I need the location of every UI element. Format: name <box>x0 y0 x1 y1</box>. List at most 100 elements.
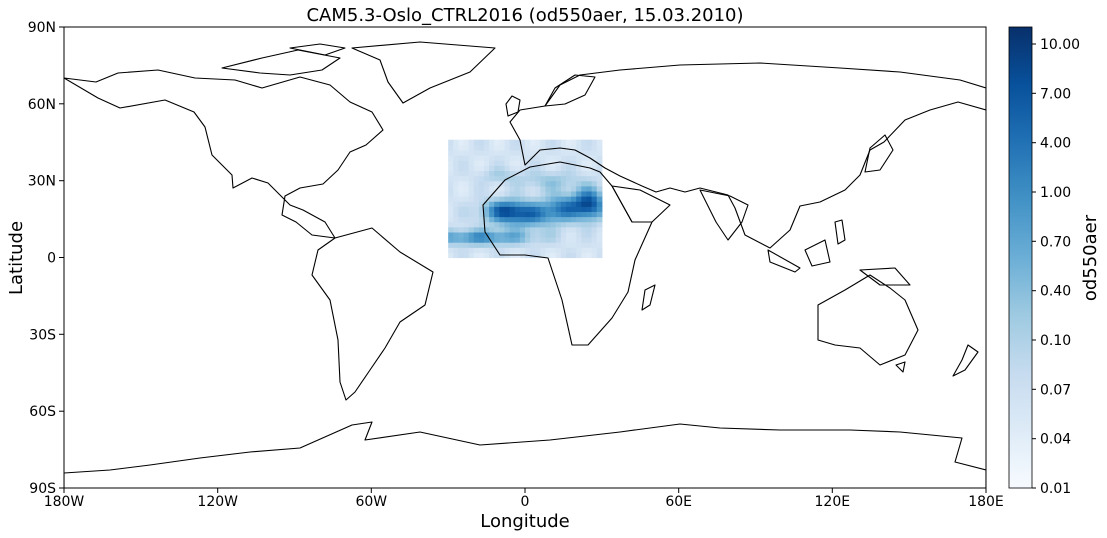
heatmap-cell <box>473 252 480 259</box>
heatmap-cell <box>504 221 511 228</box>
heatmap-cell <box>448 201 454 207</box>
heatmap-cell <box>525 149 531 156</box>
heatmap-cell <box>458 252 465 259</box>
heatmap-cell <box>591 144 598 151</box>
heatmap-cell <box>499 139 506 146</box>
heatmap-cell <box>499 226 506 233</box>
heatmap-cell <box>519 242 526 248</box>
heatmap-cell <box>453 190 460 197</box>
heatmap-cell <box>509 185 516 192</box>
heatmap-cell <box>478 175 485 182</box>
heatmap-cell <box>453 165 460 172</box>
heatmap-cell <box>555 175 562 182</box>
heatmap-cell <box>484 201 490 207</box>
heatmap-cell <box>591 231 598 238</box>
heatmap-cell <box>519 144 526 151</box>
coastline-north-america <box>64 69 384 239</box>
heatmap-cell <box>581 252 588 259</box>
heatmap-cell <box>519 201 526 207</box>
heatmap-cell <box>565 252 572 259</box>
heatmap-cell <box>494 190 500 197</box>
map-axes[interactable] <box>63 26 987 489</box>
heatmap-cell <box>468 165 475 172</box>
heatmap-cell <box>596 237 603 243</box>
y-tick-label: 90N <box>28 20 56 36</box>
heatmap-cell <box>560 242 567 248</box>
heatmap-cell <box>478 211 485 218</box>
heatmap-cell <box>535 165 541 172</box>
heatmap-cell <box>509 165 516 172</box>
heatmap-cell <box>509 180 516 187</box>
heatmap-cell <box>463 149 470 156</box>
heatmap-cell <box>458 180 465 187</box>
heatmap-cell <box>525 226 531 233</box>
coastline-antarctica <box>64 421 986 488</box>
heatmap-cell <box>565 211 572 218</box>
heatmap-cell <box>560 226 567 233</box>
heatmap-cell <box>463 221 470 228</box>
heatmap-cell <box>591 155 598 161</box>
heatmap-cell <box>530 175 536 182</box>
heatmap-cell <box>519 247 526 253</box>
heatmap-cell <box>596 190 603 197</box>
heatmap-cell <box>545 185 552 192</box>
heatmap-cell <box>525 201 531 207</box>
heatmap-cell <box>489 165 495 172</box>
heatmap-cell <box>448 252 454 259</box>
heatmap-cell <box>473 160 480 166</box>
heatmap-cell <box>458 206 465 212</box>
heatmap-cell <box>453 160 460 166</box>
heatmap-cell <box>550 216 557 223</box>
heatmap-cell <box>586 247 593 253</box>
heatmap-cell <box>581 160 588 166</box>
heatmap-cell <box>581 206 588 212</box>
heatmap-cell <box>576 242 582 248</box>
heatmap-cell <box>514 196 521 202</box>
heatmap-cell <box>504 180 511 187</box>
heatmap-cell <box>535 211 541 218</box>
heatmap-cell <box>581 144 588 151</box>
heatmap-cell <box>540 165 547 172</box>
heatmap-cell <box>545 170 552 177</box>
y-tick-label: 30N <box>28 174 56 190</box>
heatmap-cell <box>473 139 480 146</box>
heatmap-cell <box>545 165 552 172</box>
heatmap-cell <box>525 237 531 243</box>
heatmap-cell <box>489 175 495 182</box>
heatmap-cell <box>478 237 485 243</box>
heatmap-cell <box>514 231 521 238</box>
heatmap-cell <box>535 206 541 212</box>
heatmap-cell <box>550 206 557 212</box>
heatmap-cell <box>463 216 470 223</box>
heatmap-cell <box>478 216 485 223</box>
heatmap-cell <box>571 211 577 218</box>
heatmap-cell <box>581 247 588 253</box>
heatmap-cell <box>519 206 526 212</box>
heatmap-cell <box>484 226 490 233</box>
heatmap-cell <box>555 247 562 253</box>
heatmap-cell <box>530 155 536 161</box>
heatmap-cell <box>448 206 454 212</box>
heatmap-cell <box>596 170 603 177</box>
heatmap-cell <box>560 201 567 207</box>
heatmap-cell <box>525 155 531 161</box>
heatmap-cell <box>545 231 552 238</box>
heatmap-cell <box>504 160 511 166</box>
heatmap-cell <box>540 247 547 253</box>
heatmap-cell <box>525 216 531 223</box>
heatmap-cell <box>571 144 577 151</box>
heatmap-cell <box>478 247 485 253</box>
heatmap-cell <box>581 185 588 192</box>
heatmap-cell <box>581 170 588 177</box>
heatmap-cell <box>530 206 536 212</box>
heatmap-cell <box>514 201 521 207</box>
heatmap-cell <box>581 139 588 146</box>
heatmap-cell <box>576 231 582 238</box>
heatmap-cell <box>535 155 541 161</box>
heatmap-cell <box>504 139 511 146</box>
heatmap-cell <box>458 190 465 197</box>
heatmap-cell <box>535 149 541 156</box>
heatmap-cell <box>478 170 485 177</box>
heatmap-cell <box>555 237 562 243</box>
heatmap-cell <box>509 201 516 207</box>
